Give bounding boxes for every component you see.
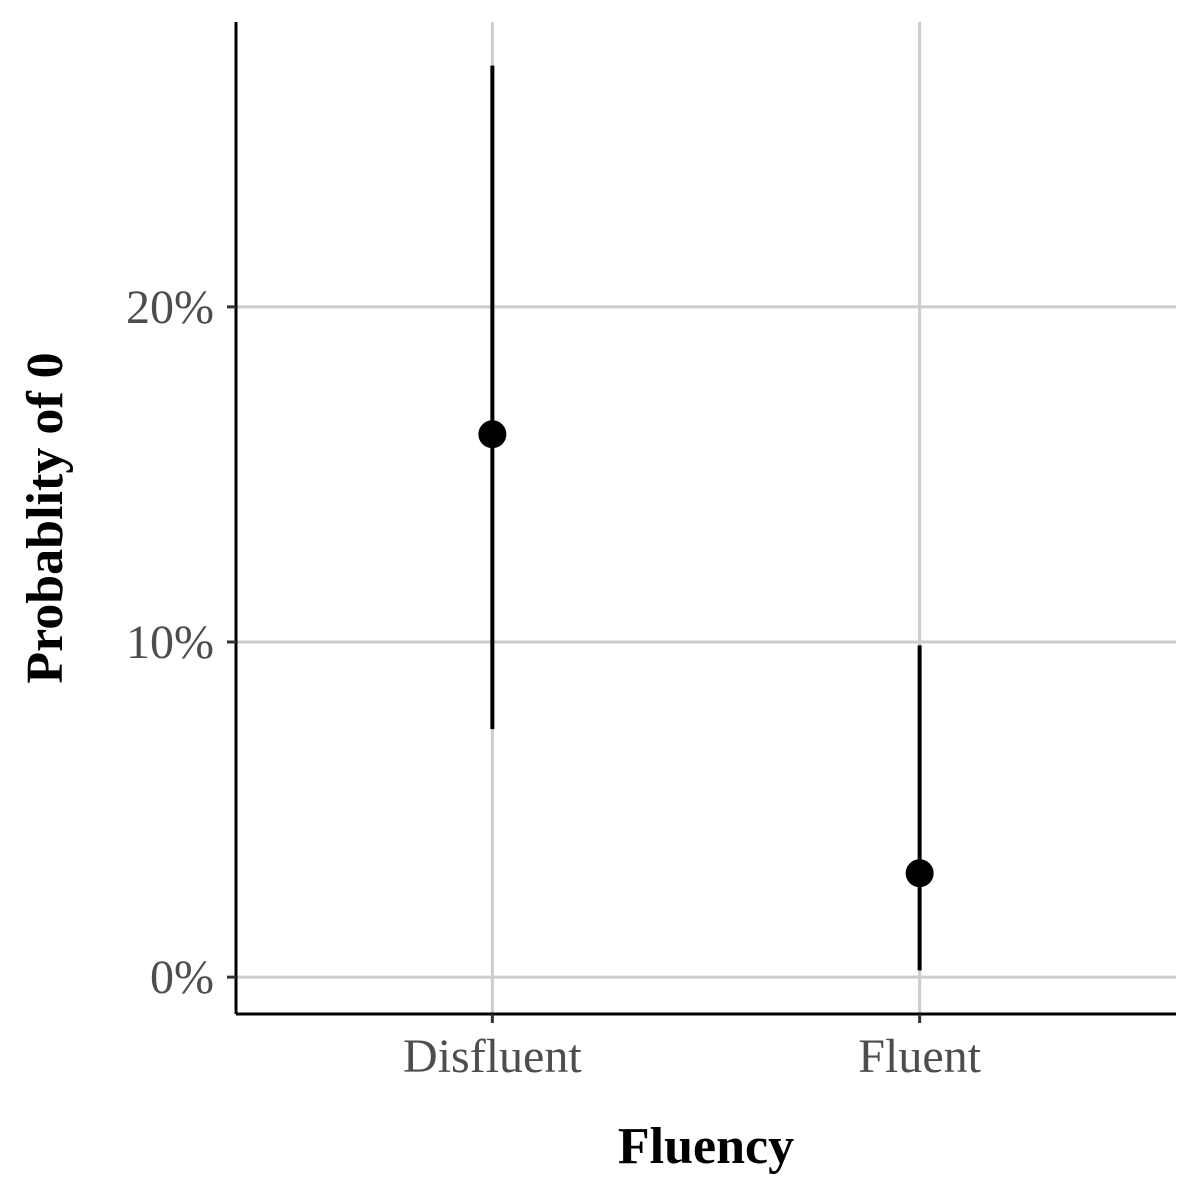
data-point [478,420,507,449]
y-tick-label: 0% [150,951,214,1004]
y-tick-label: 10% [126,616,214,669]
x-axis-title: Fluency [618,1118,794,1175]
y-axis-title: Probablity of 0 [17,352,74,683]
axis-ticks: 0% 10% 20% Disfluent Fluent [126,281,982,1083]
x-gridlines [490,22,922,1014]
y-tick-label: 20% [126,281,214,334]
y-gridlines [236,305,1176,979]
data-point [905,859,934,888]
x-tick-label: Fluent [858,1030,981,1083]
data-marks [478,65,934,971]
x-tick-label: Disfluent [403,1030,582,1083]
